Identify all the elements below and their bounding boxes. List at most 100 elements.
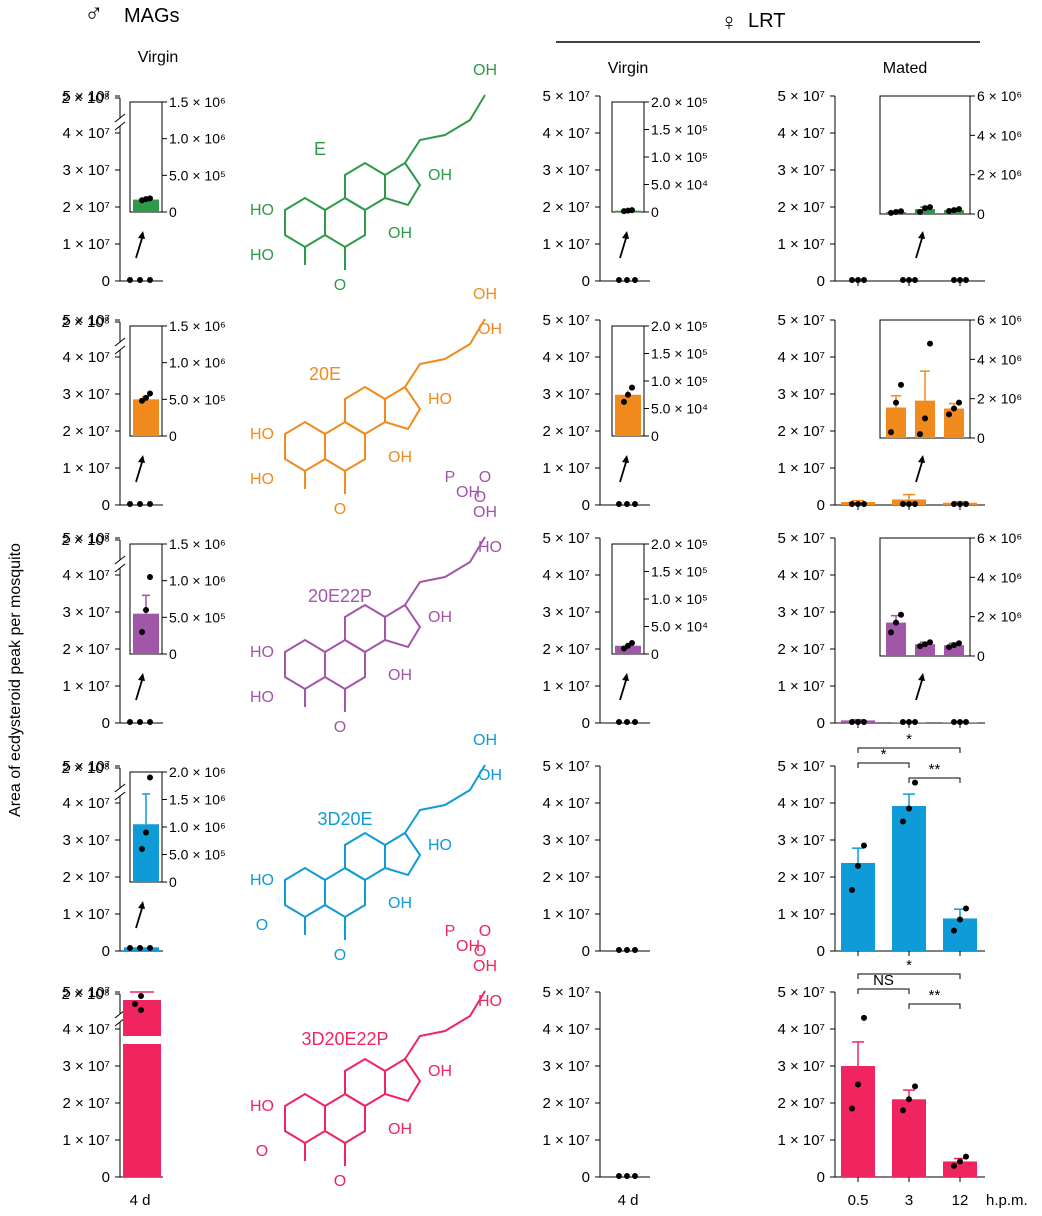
bond <box>344 1057 386 1108</box>
inset-bar <box>133 199 159 212</box>
data-point <box>629 640 635 646</box>
y-tick-label: 1 × 10⁷ <box>777 460 825 477</box>
bar <box>943 918 977 951</box>
y-tick-label: 1 × 10⁷ <box>777 678 825 695</box>
atom-label: HO <box>478 539 502 556</box>
inset-arrow-head <box>918 231 925 239</box>
inset-tick-label: 1.0 × 10⁵ <box>651 591 708 607</box>
y-tick-label: 0 <box>582 715 590 732</box>
inset-tick-label: 0 <box>977 648 985 664</box>
data-point <box>632 277 638 283</box>
bond <box>384 831 422 877</box>
data-point <box>893 209 899 216</box>
y-tick-label: 2 × 10⁸ <box>62 314 110 331</box>
y-tick-label: 4 × 10⁷ <box>542 567 590 584</box>
data-point <box>139 846 145 852</box>
y-tick-label: 3 × 10⁷ <box>542 832 590 849</box>
axis-break <box>114 783 126 793</box>
inset-tick-label: 5.0 × 10⁵ <box>169 847 226 863</box>
atom-label: O <box>256 917 268 934</box>
inset-tick-label: 6 × 10⁶ <box>977 88 1022 104</box>
significance-bracket <box>908 777 961 783</box>
significance-label: * <box>881 746 887 763</box>
bond <box>384 161 422 207</box>
y-tick-label: 4 × 10⁷ <box>777 125 825 142</box>
atom-label: OH <box>428 167 452 184</box>
y-tick-label: 1 × 10⁷ <box>777 906 825 923</box>
y-tick-label: 3 × 10⁷ <box>542 162 590 179</box>
inset-arrow <box>619 676 628 701</box>
bond <box>284 638 326 691</box>
inset-tick-label: 6 × 10⁶ <box>977 530 1022 546</box>
lrt-virgin-panel-E: 0 1 × 10⁷ 2 × 10⁷ 3 × 10⁷ 4 × 10⁷ 5 × 10⁷ 0 5.0… <box>542 88 708 290</box>
lrt-mated-title: Mated <box>883 60 927 77</box>
atom-label: P <box>445 469 456 486</box>
data-point <box>147 501 153 507</box>
y-tick-label: 1 × 10⁷ <box>62 906 110 923</box>
data-point <box>138 1007 144 1013</box>
atom-label: OH <box>388 1121 412 1138</box>
y-tick-label: 0 <box>817 1169 825 1186</box>
data-point <box>624 719 630 725</box>
data-point <box>861 842 867 849</box>
inset-bar <box>886 622 906 656</box>
data-point <box>632 1173 638 1179</box>
y-tick-label: 2 × 10⁸ <box>62 760 110 777</box>
data-point <box>951 501 957 507</box>
y-tick-label: 3 × 10⁷ <box>62 386 110 403</box>
data-point <box>849 886 855 893</box>
inset-arrow <box>915 676 924 701</box>
data-point <box>629 207 635 214</box>
data-point <box>963 501 969 507</box>
inset-tick-label: 0 <box>977 430 985 446</box>
data-point <box>143 829 149 836</box>
significance-label: ** <box>929 987 941 1004</box>
data-point <box>963 277 969 283</box>
inset-tick-label: 1.0 × 10⁵ <box>651 149 708 165</box>
side-chain <box>404 94 486 164</box>
inset-tick-label: 0 <box>651 646 659 662</box>
data-point <box>137 945 143 951</box>
inset-arrow <box>619 458 628 483</box>
inset-arrow <box>915 458 924 483</box>
inset-arrow-head <box>622 455 629 463</box>
inset-tick-label: 1.5 × 10⁵ <box>651 122 708 138</box>
data-point <box>127 719 133 725</box>
data-point <box>616 277 622 283</box>
data-point <box>147 719 153 725</box>
y-tick-label: 1 × 10⁷ <box>542 678 590 695</box>
significance-label: ** <box>929 761 941 778</box>
structure-name: 3D20E22P <box>301 1029 388 1049</box>
data-point <box>137 719 143 725</box>
data-point <box>906 1096 912 1103</box>
y-tick-label: 5 × 10⁷ <box>62 312 110 329</box>
y-tick-label: 2 × 10⁷ <box>777 423 825 440</box>
inset-bar <box>615 394 641 436</box>
data-point <box>922 205 928 212</box>
data-point <box>957 277 963 283</box>
inset-tick-label: 4 × 10⁶ <box>977 351 1022 367</box>
y-tick-label: 4 × 10⁷ <box>542 1021 590 1038</box>
structure-name: E <box>314 139 326 159</box>
atom-label: OH <box>388 449 412 466</box>
atom-label: HO <box>250 426 274 443</box>
atom-label: HO <box>250 872 274 889</box>
y-tick-label: 0 <box>817 497 825 514</box>
data-point <box>927 204 933 211</box>
inset-bar <box>133 399 159 436</box>
y-tick-label: 1 × 10⁷ <box>542 460 590 477</box>
atom-label: O <box>334 947 346 964</box>
data-point <box>147 945 153 951</box>
y-tick-label: 0 <box>817 943 825 960</box>
data-point <box>912 501 918 507</box>
y-tick-label: 5 × 10⁷ <box>777 88 825 105</box>
data-point <box>912 779 918 786</box>
y-tick-label: 1 × 10⁷ <box>62 460 110 477</box>
inset-tick-label: 0 <box>651 428 659 444</box>
y-tick-label: 5 × 10⁷ <box>542 530 590 547</box>
lrt-mated-panel-E: 0 1 × 10⁷ 2 × 10⁷ 3 × 10⁷ 4 × 10⁷ 5 × 10⁷ 0 2 ×… <box>777 88 1022 290</box>
inset-tick-label: 5.0 × 10⁴ <box>651 401 708 417</box>
atom-label: O <box>334 277 346 294</box>
